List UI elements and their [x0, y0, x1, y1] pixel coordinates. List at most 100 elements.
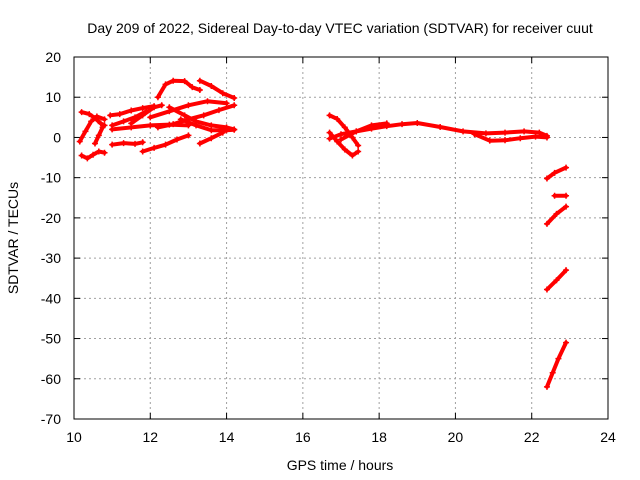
data-point [563, 339, 570, 346]
tick-layer: 10 12 14 16 18 20 22 24 20 10 0 -10 -20 -30 -40 -50 -60 -… [41, 49, 616, 445]
data-point [95, 132, 102, 139]
data-point [139, 148, 146, 155]
data-point [219, 90, 226, 97]
data-point [437, 123, 444, 130]
data-point [502, 137, 509, 144]
data-point [181, 78, 188, 85]
series-trace-arc-27 [545, 340, 568, 389]
x-tick-label: 18 [371, 429, 387, 445]
series-trace-arc-5 [110, 140, 145, 147]
data-point [551, 169, 558, 176]
series-layer [76, 77, 570, 390]
data-point [139, 105, 146, 112]
data-point [139, 112, 146, 119]
data-point [543, 286, 550, 293]
data-point [355, 148, 362, 155]
data-point [120, 118, 127, 125]
data-point [185, 132, 192, 139]
y-tick-label: 10 [45, 89, 61, 105]
data-point [553, 210, 560, 217]
data-point [231, 95, 238, 102]
data-point [338, 136, 344, 143]
data-point [181, 112, 188, 119]
data-point [471, 131, 478, 138]
data-point [341, 146, 348, 153]
y-tick-label: -50 [41, 331, 61, 347]
data-point [116, 111, 123, 118]
data-point [162, 81, 169, 88]
data-point [334, 138, 341, 145]
data-point [223, 100, 230, 107]
data-point [208, 122, 215, 129]
data-point [532, 133, 539, 140]
data-point [355, 142, 362, 149]
data-point [107, 112, 114, 119]
y-tick-label: -40 [41, 290, 61, 306]
series-trace-arc-8 [129, 103, 164, 126]
data-point [543, 175, 550, 182]
data-point [368, 122, 375, 129]
y-tick-label: -30 [41, 250, 61, 266]
data-point [208, 135, 215, 142]
plot-frame [73, 56, 609, 420]
data-point [78, 152, 85, 159]
data-point [151, 104, 158, 111]
data-point [521, 128, 528, 135]
data-point [326, 112, 333, 119]
data-point [101, 149, 108, 156]
data-point [349, 152, 356, 159]
data-point [551, 192, 558, 199]
y-tick-label: -10 [41, 170, 61, 186]
data-point [82, 128, 89, 135]
x-tick-label: 16 [295, 429, 311, 445]
y-tick-label: -20 [41, 210, 61, 226]
data-point [383, 120, 390, 127]
data-point [563, 164, 570, 171]
data-point [196, 140, 203, 147]
data-point [147, 122, 154, 129]
data-point [517, 135, 524, 142]
data-point [147, 114, 154, 121]
data-point [553, 277, 560, 284]
data-point [86, 111, 93, 118]
data-point [338, 131, 344, 138]
data-point [101, 116, 108, 123]
chart-title: Day 209 of 2022, Sidereal Day-to-day VTE… [87, 20, 593, 36]
x-tick-label: 10 [66, 429, 82, 445]
data-point [563, 203, 570, 210]
data-point [154, 94, 161, 101]
data-point [341, 124, 348, 131]
data-point [196, 86, 203, 93]
data-point [97, 120, 104, 127]
data-point [326, 129, 333, 136]
data-point [193, 118, 200, 125]
data-point [334, 115, 341, 122]
y-tick-label: 20 [45, 49, 61, 65]
data-point [353, 128, 360, 135]
data-point [166, 104, 173, 111]
data-point [95, 148, 102, 155]
grid-layer [74, 57, 608, 419]
data-point [151, 144, 158, 151]
data-point [563, 267, 570, 274]
data-point [139, 139, 146, 146]
data-point [231, 126, 238, 133]
data-point [154, 124, 161, 131]
data-point [543, 383, 550, 390]
data-point [173, 136, 180, 143]
data-point [502, 129, 509, 136]
data-point [76, 138, 83, 145]
data-point [414, 119, 421, 126]
data-point [99, 124, 106, 131]
x-tick-label: 22 [524, 429, 540, 445]
data-point [208, 82, 215, 89]
data-point [399, 121, 406, 128]
x-tick-label: 20 [448, 429, 464, 445]
y-tick-label: -70 [41, 411, 61, 427]
data-point [109, 126, 116, 133]
data-point [196, 77, 203, 84]
data-point [84, 155, 91, 162]
data-point [128, 107, 135, 114]
data-point [460, 128, 467, 135]
